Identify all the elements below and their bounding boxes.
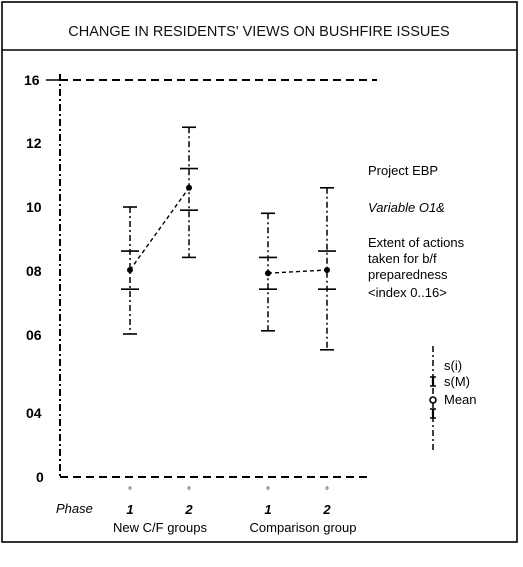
annotation-desc-line-4: <index 0..16> <box>368 285 447 300</box>
legend-label-sm: s(M) <box>444 374 470 389</box>
legend-mean-marker <box>429 396 437 404</box>
figure-border <box>1 1 518 543</box>
group1-phase2-tick-mark: ° <box>187 486 191 497</box>
legend: s(i) s(M) Mean <box>429 346 477 452</box>
data-marks <box>121 126 336 351</box>
y-tick-label-16: 16 <box>24 72 40 88</box>
legend-label-mean: Mean <box>444 392 477 407</box>
y-tick-label-10: 10 <box>26 199 42 215</box>
y-tick-label-04: 04 <box>26 405 42 421</box>
group2-phase2-tick-mark: ° <box>325 486 329 497</box>
annotation-desc-line-3: preparedness <box>368 267 448 282</box>
group2-phase1-tick-mark: ° <box>266 486 270 497</box>
annotation-desc-line-1: Extent of actions <box>368 235 465 250</box>
y-tick-label-0: 0 <box>36 469 44 485</box>
group2-phase1-phase-label: 1 <box>264 502 271 517</box>
chart-title: CHANGE IN RESIDENTS' VIEWS ON BUSHFIRE I… <box>68 24 449 40</box>
annotation-variable: Variable O1& <box>368 200 445 215</box>
annotation-project: Project EBP <box>368 163 438 178</box>
y-tick-label-12: 12 <box>26 135 42 151</box>
annotation-desc-line-2: taken for b/f <box>368 251 437 266</box>
y-tick-label-06: 06 <box>26 327 42 343</box>
group1-phase1-phase-label: 1 <box>126 502 133 517</box>
group1-phase1-tick-mark: ° <box>128 486 132 497</box>
legend-label-si: s(i) <box>444 358 462 373</box>
group1-phase2-phase-label: 2 <box>184 502 193 517</box>
group2-phase2-phase-label: 2 <box>322 502 331 517</box>
phase-tick-labels: ° 1 ° 2 ° 1 ° 2 <box>126 486 331 517</box>
group2-mean-connector <box>267 269 328 274</box>
group-label-new-cf: New C/F groups <box>113 520 207 535</box>
group-label-comparison: Comparison group <box>250 520 357 535</box>
group1-mean-connector <box>129 187 190 271</box>
y-tick-label-08: 08 <box>26 263 42 279</box>
phase-axis-label: Phase <box>56 501 93 516</box>
